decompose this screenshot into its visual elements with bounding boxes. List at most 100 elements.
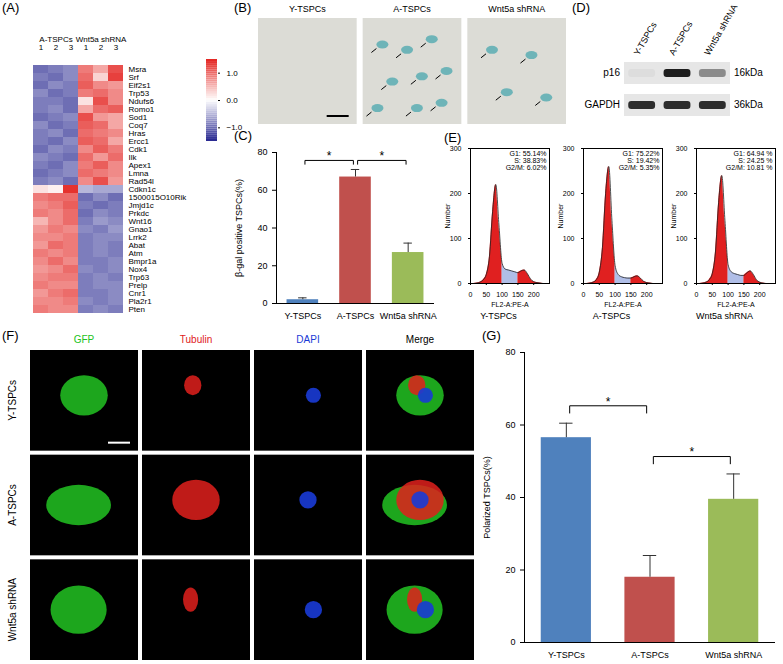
- svg-text:300: 300: [450, 145, 462, 152]
- svg-text:FL2-A:PE-A: FL2-A:PE-A: [717, 301, 755, 308]
- svg-text:150: 150: [738, 291, 750, 298]
- svg-text:A-TSPCs: A-TSPCs: [7, 484, 18, 526]
- svg-text:A-TSPCs: A-TSPCs: [667, 19, 695, 57]
- svg-text:100: 100: [496, 291, 508, 298]
- svg-text:FL2-A:PE-A: FL2-A:PE-A: [604, 301, 642, 308]
- svg-text:β-gal positive TSPCs(%): β-gal positive TSPCs(%): [234, 179, 244, 277]
- svg-text:40: 40: [257, 223, 267, 233]
- svg-text:p16: p16: [603, 67, 620, 78]
- svg-text:Wnt5a shRNA: Wnt5a shRNA: [488, 4, 545, 14]
- svg-text:0: 0: [510, 637, 515, 647]
- svg-text:Srf: Srf: [128, 73, 139, 83]
- svg-text:80: 80: [257, 147, 267, 157]
- html-text:(A): (A): [2, 0, 20, 15]
- svg-text:80: 80: [505, 347, 515, 357]
- svg-text:Merge: Merge: [406, 334, 435, 345]
- svg-text:GFP: GFP: [74, 334, 95, 345]
- html-text:(E): (E): [444, 130, 462, 145]
- svg-text:*: *: [689, 445, 694, 459]
- svg-text:60: 60: [505, 420, 515, 430]
- svg-text:200: 200: [754, 291, 766, 298]
- svg-text:Romo1: Romo1: [128, 105, 155, 115]
- svg-text:Number: Number: [670, 203, 677, 229]
- svg-text:Coq7: Coq7: [128, 121, 148, 131]
- html-text:(B): (B): [234, 0, 252, 15]
- svg-text:GAPDH: GAPDH: [584, 99, 620, 110]
- svg-text:Eif2s1: Eif2s1: [128, 81, 151, 91]
- svg-text:0: 0: [262, 298, 267, 308]
- svg-text:100: 100: [609, 291, 621, 298]
- svg-text:1.0: 1.0: [227, 69, 239, 78]
- svg-text:G1: 64.94 %S: 24.25 %G2/M: 10.: G1: 64.94 %S: 24.25 %G2/M: 10.81 %: [726, 150, 773, 171]
- svg-text:200: 200: [450, 190, 462, 197]
- svg-text:*: *: [606, 395, 611, 409]
- svg-text:50: 50: [482, 291, 490, 298]
- svg-text:100: 100: [563, 235, 575, 242]
- svg-text:0: 0: [458, 280, 462, 287]
- svg-text:0: 0: [571, 280, 575, 287]
- svg-text:Y-TSPCs: Y-TSPCs: [632, 20, 659, 57]
- svg-text:50: 50: [708, 291, 716, 298]
- svg-text:40: 40: [505, 492, 515, 502]
- svg-text:Cdk1: Cdk1: [128, 145, 148, 155]
- svg-text:0: 0: [684, 280, 688, 287]
- svg-text:Apex1: Apex1: [128, 161, 152, 171]
- svg-text:Polarized TSPCs(%): Polarized TSPCs(%): [482, 456, 492, 538]
- svg-text:150: 150: [625, 291, 637, 298]
- svg-text:200: 200: [676, 190, 688, 197]
- svg-text:100: 100: [676, 235, 688, 242]
- svg-text:Hras: Hras: [128, 129, 146, 139]
- svg-text:DAPI: DAPI: [296, 334, 319, 345]
- svg-text:Tubulin: Tubulin: [180, 334, 212, 345]
- svg-text:Sod1: Sod1: [128, 113, 148, 123]
- svg-text:Y-TSPCs: Y-TSPCs: [289, 4, 326, 14]
- svg-text:Wnt5a shRNA: Wnt5a shRNA: [705, 650, 762, 660]
- svg-text:G1: 75.22%S: 19.42%G2/M: 5.35%: G1: 75.22%S: 19.42%G2/M: 5.35%: [619, 150, 660, 171]
- svg-text:0: 0: [695, 291, 699, 298]
- svg-text:*: *: [379, 149, 384, 163]
- svg-text:0.0: 0.0: [227, 96, 239, 105]
- svg-text:FL2-A:PE-A: FL2-A:PE-A: [491, 301, 529, 308]
- svg-text:Y-TSPCs: Y-TSPCs: [7, 380, 18, 421]
- svg-text:100: 100: [722, 291, 734, 298]
- svg-text:20: 20: [257, 261, 267, 271]
- svg-text:Wnt5a shRNA: Wnt5a shRNA: [702, 3, 739, 57]
- svg-text:Ercc1: Ercc1: [128, 137, 149, 147]
- svg-text:200: 200: [563, 190, 575, 197]
- svg-text:Pten: Pten: [129, 305, 145, 314]
- svg-text:A-TSPCs: A-TSPCs: [393, 4, 431, 14]
- svg-text:100: 100: [450, 235, 462, 242]
- svg-text:Number: Number: [557, 203, 564, 229]
- svg-text:G1: 55.14%S: 38.83%G2/M: 6.02%: G1: 55.14%S: 38.83%G2/M: 6.02%: [506, 150, 547, 171]
- svg-text:20: 20: [505, 565, 515, 575]
- html-text:(D): (D): [572, 0, 590, 15]
- svg-text:200: 200: [641, 291, 653, 298]
- svg-text:Wnt5a shRNA: Wnt5a shRNA: [76, 35, 127, 44]
- svg-text:150: 150: [512, 291, 524, 298]
- svg-text:300: 300: [676, 145, 688, 152]
- svg-text:A-TSPCs: A-TSPCs: [631, 650, 669, 660]
- svg-text:200: 200: [528, 291, 540, 298]
- svg-text:Lmna: Lmna: [128, 169, 149, 179]
- svg-text:Number: Number: [444, 203, 451, 229]
- svg-text:Y-TSPCs: Y-TSPCs: [548, 650, 585, 660]
- svg-text:Y-TSPCs: Y-TSPCs: [284, 311, 321, 321]
- svg-text:16kDa: 16kDa: [734, 67, 763, 78]
- svg-text:Wnt5a shRNA: Wnt5a shRNA: [7, 578, 18, 642]
- html-text:(F): (F): [2, 328, 19, 343]
- svg-text:Wnt5a shRNA: Wnt5a shRNA: [380, 311, 437, 321]
- svg-text:0: 0: [469, 291, 473, 298]
- svg-text:60: 60: [257, 185, 267, 195]
- html-text:(C): (C): [234, 128, 252, 143]
- svg-text:Msra: Msra: [128, 65, 147, 75]
- svg-text:*: *: [327, 149, 332, 163]
- svg-text:50: 50: [595, 291, 603, 298]
- svg-text:0: 0: [582, 291, 586, 298]
- svg-text:A-TSPCs: A-TSPCs: [39, 35, 72, 44]
- svg-text:300: 300: [563, 145, 575, 152]
- svg-text:36kDa: 36kDa: [734, 99, 763, 110]
- svg-text:A-TSPCs: A-TSPCs: [337, 311, 375, 321]
- svg-text:Trp53: Trp53: [128, 89, 150, 99]
- svg-text:Ndufs6: Ndufs6: [128, 97, 154, 107]
- html-text:(G): (G): [482, 328, 501, 343]
